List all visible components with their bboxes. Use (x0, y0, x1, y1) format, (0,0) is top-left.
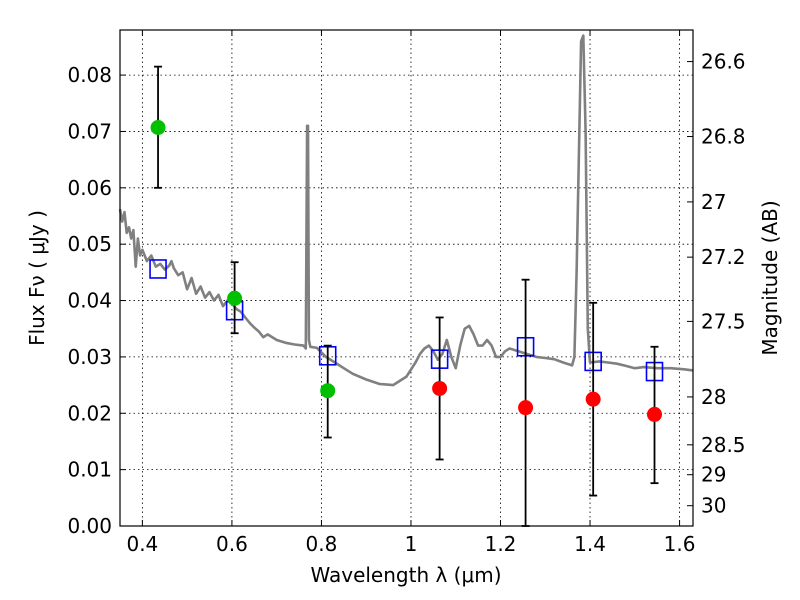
plot-frame (119, 29, 694, 527)
y-tick-label: 0.08 (67, 63, 112, 87)
x-tick-label: 0.6 (216, 532, 248, 556)
upper-limit-point (647, 406, 663, 422)
y-tick-label: 0.03 (67, 345, 112, 369)
model-sed-line (118, 34, 694, 387)
y-tick-label: 0.01 (67, 458, 112, 482)
right-tick-label: 28 (701, 385, 726, 409)
y-tick-label: 0.00 (67, 514, 112, 538)
x-tick-label: 1 (405, 532, 418, 556)
right-tick-label: 29 (701, 463, 726, 487)
model-sed-layer (118, 34, 694, 387)
y-tick-label: 0.02 (67, 401, 112, 425)
x-tick-label: 0.4 (126, 532, 158, 556)
right-tick-label: 26.8 (701, 125, 746, 149)
y-tick-label: 0.04 (67, 289, 112, 313)
x-tick-label: 1.4 (574, 532, 606, 556)
right-axis-title: Magnitude (AB) (758, 200, 782, 355)
x-tick-label: 1.2 (485, 532, 517, 556)
axes-layer: 0.4 0.6 0.8 1 1.2 1.4 1.6 0.00 0.01 0.02 0.03 0.04 0… (67, 30, 746, 556)
detected-point (150, 120, 166, 136)
photometry-layer (149, 65, 664, 527)
detected-point (320, 383, 336, 399)
y-tick-label: 0.05 (67, 232, 112, 256)
upper-limit-point (518, 400, 534, 416)
right-tick-label: 28.5 (701, 433, 746, 457)
x-axis-title: Wavelength λ (μm) (310, 563, 501, 587)
plot-area (120, 30, 693, 526)
y-tick-label: 0.06 (67, 176, 112, 200)
y-axis-title: Flux Fν ( μJy ) (25, 210, 49, 346)
upper-limit-point (432, 380, 448, 396)
right-tick-label: 27.2 (701, 245, 746, 269)
model-band-square (149, 259, 167, 279)
right-tick-label: 27 (701, 190, 726, 214)
right-tick-label: 30 (701, 494, 726, 518)
y-tick-label: 0.07 (67, 119, 112, 143)
x-tick-label: 0.8 (306, 532, 338, 556)
right-tick-label: 27.5 (701, 309, 746, 333)
right-tick-label: 26.6 (701, 50, 746, 74)
x-tick-label: 1.6 (664, 532, 696, 556)
upper-limit-point (585, 391, 601, 407)
detected-point (227, 290, 243, 306)
